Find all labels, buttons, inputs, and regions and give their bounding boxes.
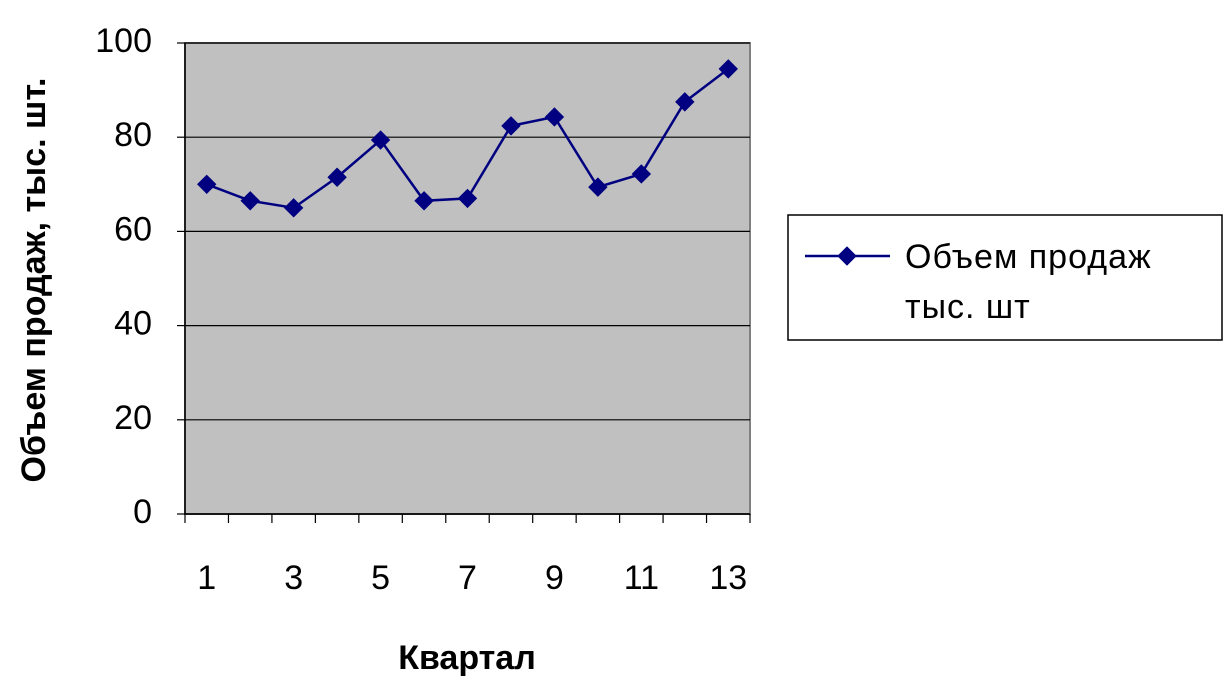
legend-box bbox=[787, 214, 1223, 341]
data-point bbox=[675, 92, 695, 112]
data-point bbox=[501, 116, 521, 136]
y-tick-label: 40 bbox=[114, 305, 152, 343]
data-point bbox=[370, 130, 391, 150]
data-point bbox=[631, 164, 652, 184]
x-tick-label: 5 bbox=[371, 559, 390, 597]
x-tick-label: 9 bbox=[545, 559, 564, 597]
x-axis-title: Квартал bbox=[398, 639, 536, 677]
data-point bbox=[544, 107, 565, 127]
data-point bbox=[718, 59, 738, 79]
data-point bbox=[414, 191, 434, 211]
legend-label: Объем продаж тыс. шт bbox=[905, 238, 1152, 326]
x-tick-label: 1 bbox=[197, 559, 216, 597]
y-tick-label: 80 bbox=[114, 116, 152, 154]
x-tick-label: 11 bbox=[624, 559, 659, 597]
data-point bbox=[197, 174, 217, 195]
x-tick-label: 7 bbox=[458, 559, 477, 597]
data-point bbox=[588, 177, 608, 197]
legend-marker bbox=[837, 246, 857, 266]
x-tick-label: 13 bbox=[709, 559, 747, 597]
data-point bbox=[327, 167, 347, 187]
y-tick-label: 60 bbox=[114, 210, 152, 248]
data-point bbox=[283, 198, 304, 218]
y-axis-title: Объем продаж, тыс. шт. bbox=[15, 78, 53, 483]
plot-area bbox=[184, 42, 751, 515]
x-tick-label: 3 bbox=[284, 559, 303, 597]
y-tick-label: 0 bbox=[133, 493, 152, 531]
data-point bbox=[240, 191, 260, 211]
y-tick-label: 20 bbox=[114, 399, 152, 437]
y-tick-label: 100 bbox=[95, 22, 152, 60]
data-point bbox=[457, 188, 478, 209]
